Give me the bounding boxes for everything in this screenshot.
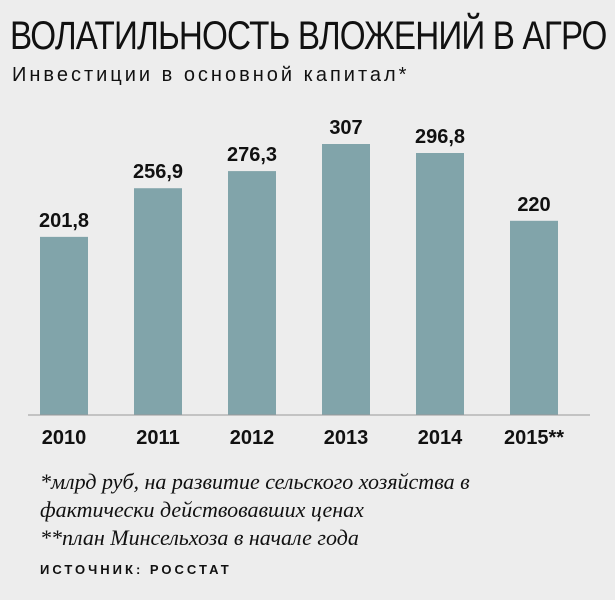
x-tick-label-2014: 2014: [418, 427, 463, 449]
data-label-2012: 276,3: [227, 144, 277, 166]
footnote-line: фактически действовавших ценах: [40, 497, 364, 522]
data-label-2015**: 220: [517, 194, 550, 216]
data-label-2011: 256,9: [133, 161, 183, 183]
bar-2015**: [510, 220, 558, 415]
x-tick-label-2015**: 2015**: [504, 427, 564, 449]
x-tick-label-2012: 2012: [230, 427, 275, 449]
chart-title: ВОЛАТИЛЬНОСТЬ ВЛОЖЕНИЙ В АГРО: [10, 14, 607, 58]
footnotes: *млрд руб, на развитие сельского хозяйст…: [40, 468, 470, 552]
bar-2013: [322, 144, 370, 415]
x-tick-label-2010: 2010: [42, 427, 87, 449]
data-label-2014: 296,8: [415, 126, 465, 148]
bar-2010: [40, 236, 88, 415]
bar-2012: [228, 171, 276, 415]
source-label: ИСТОЧНИК: РОССТАТ: [40, 562, 232, 577]
bar-chart: 201,8 2010 256,9 2011 276,3 2012 307 2013 296,8 2…: [28, 117, 590, 449]
bar-2011: [134, 188, 182, 415]
x-tick-label-2011: 2011: [136, 427, 179, 449]
data-label-2010: 201,8: [39, 210, 89, 232]
bar-2014: [416, 153, 464, 415]
chart-subtitle: Инвестиции в основной капитал*: [12, 64, 410, 86]
x-tick-label-2013: 2013: [324, 427, 369, 449]
footnote-line: **план Минсельхоза в начале года: [40, 525, 359, 550]
data-label-2013: 307: [329, 117, 362, 139]
footnote-line: *млрд руб, на развитие сельского хозяйст…: [40, 469, 470, 494]
